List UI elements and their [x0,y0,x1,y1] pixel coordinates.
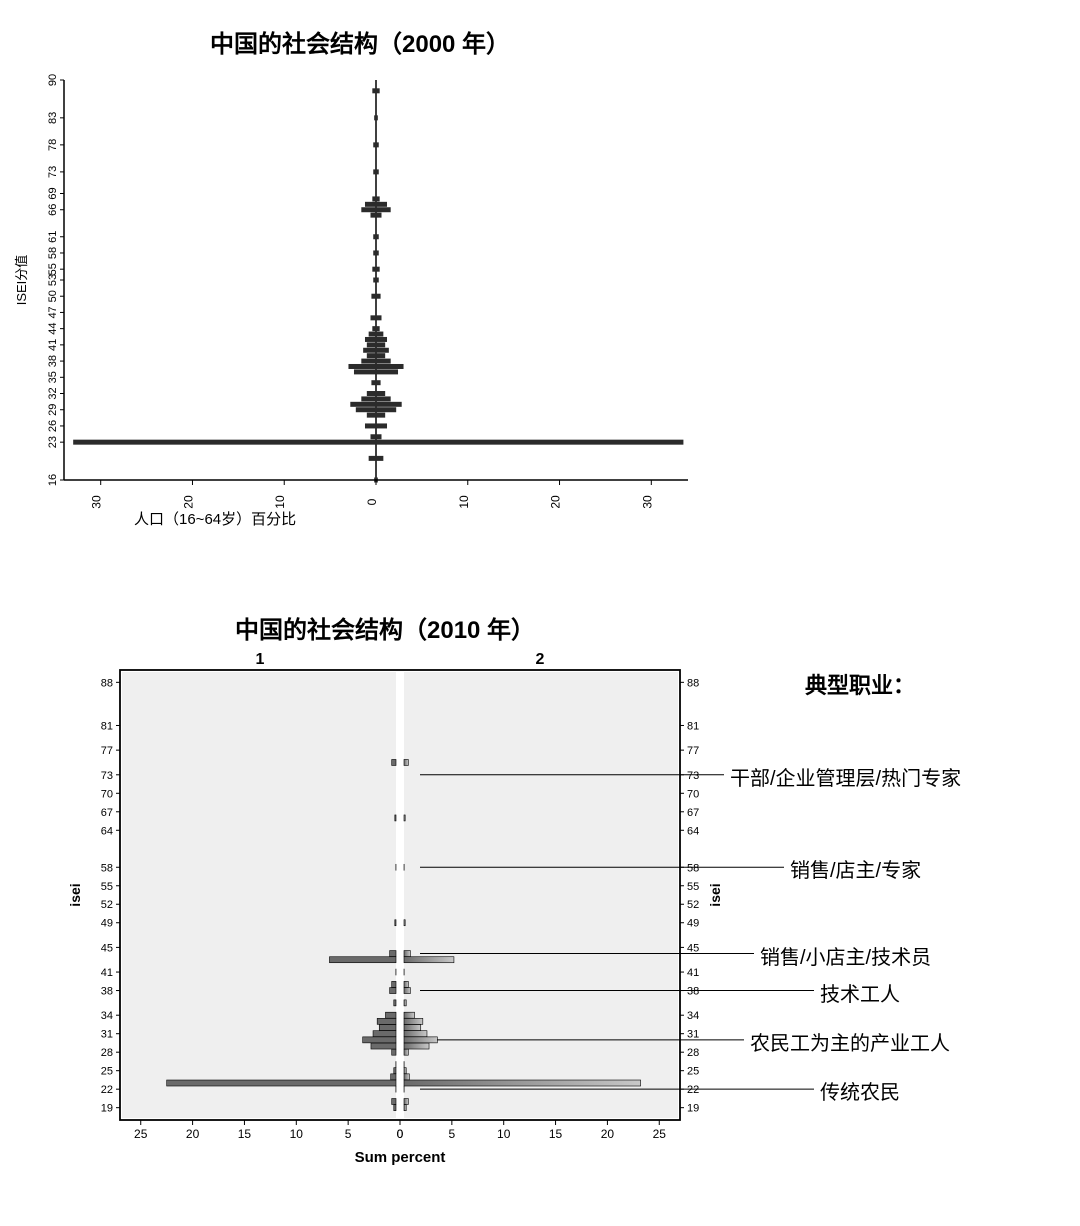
svg-text:32: 32 [47,387,59,399]
svg-text:20: 20 [601,1127,615,1141]
svg-text:30: 30 [90,495,104,509]
svg-text:10: 10 [273,495,287,509]
chart2: 1 2 19 19 22 22 25 25 28 28 31 31 34 34 38 38 41 41 45 45 49… [50,650,810,1210]
svg-text:50: 50 [47,290,59,302]
svg-text:20: 20 [186,1127,200,1141]
page: 中国的社会结构（2000 年） 162326293235384144475053… [0,0,1080,1226]
svg-text:52: 52 [101,899,113,911]
svg-text:22: 22 [101,1084,113,1096]
svg-text:1: 1 [256,651,265,668]
svg-text:81: 81 [101,720,113,732]
svg-text:23: 23 [47,436,59,448]
svg-text:73: 73 [687,770,699,782]
svg-text:34: 34 [687,1010,699,1022]
svg-text:90: 90 [47,74,59,86]
svg-text:25: 25 [687,1066,699,1078]
svg-text:41: 41 [47,339,59,351]
svg-text:35: 35 [47,371,59,383]
svg-text:64: 64 [687,825,699,837]
annotation-header: 典型职业： [805,668,915,700]
svg-text:45: 45 [687,942,699,954]
svg-text:67: 67 [101,807,113,819]
chart2-title: 中国的社会结构（2010 年） [235,610,535,645]
svg-text:38: 38 [47,355,59,367]
svg-text:ISEI分值: ISEI分值 [14,255,29,306]
annotation-item: 干部/企业管理层/热门专家 [730,762,961,791]
svg-text:人口（16~64岁）百分比: 人口（16~64岁）百分比 [134,511,296,528]
svg-text:25: 25 [101,1066,113,1078]
chart1-title: 中国的社会结构（2000 年） [210,24,510,59]
svg-text:58: 58 [687,862,699,874]
svg-text:31: 31 [101,1029,113,1041]
svg-text:70: 70 [101,788,113,800]
svg-text:81: 81 [687,720,699,732]
svg-text:88: 88 [687,677,699,689]
svg-text:44: 44 [47,323,59,335]
svg-text:19: 19 [687,1103,699,1115]
svg-text:64: 64 [101,825,113,837]
svg-text:49: 49 [687,918,699,930]
svg-text:83: 83 [47,112,59,124]
svg-text:28: 28 [101,1047,113,1059]
svg-text:55: 55 [687,881,699,893]
annotation-item: 技术工人 [820,978,900,1007]
svg-text:38: 38 [687,986,699,998]
svg-text:88: 88 [101,677,113,689]
svg-text:2: 2 [536,651,545,668]
svg-text:38: 38 [101,986,113,998]
svg-text:73: 73 [101,770,113,782]
svg-text:25: 25 [653,1127,667,1141]
svg-text:67: 67 [687,807,699,819]
svg-text:26: 26 [47,420,59,432]
svg-text:Sum percent: Sum percent [355,1149,446,1166]
annotation-item: 销售/店主/专家 [790,854,921,883]
svg-text:47: 47 [47,306,59,318]
svg-text:5: 5 [345,1127,352,1141]
svg-text:0: 0 [365,498,379,505]
svg-text:10: 10 [497,1127,511,1141]
svg-text:10: 10 [290,1127,304,1141]
svg-text:77: 77 [687,745,699,757]
svg-text:15: 15 [549,1127,563,1141]
svg-text:29: 29 [47,404,59,416]
svg-text:70: 70 [687,788,699,800]
svg-text:78: 78 [47,139,59,151]
svg-text:0: 0 [397,1127,404,1141]
svg-text:15: 15 [238,1127,252,1141]
svg-text:58: 58 [101,862,113,874]
svg-text:isei: isei [707,883,723,906]
svg-text:31: 31 [687,1029,699,1041]
svg-text:22: 22 [687,1084,699,1096]
svg-text:19: 19 [101,1103,113,1115]
svg-text:10: 10 [457,495,471,509]
svg-text:77: 77 [101,745,113,757]
svg-text:16: 16 [47,474,59,486]
svg-text:61: 61 [47,231,59,243]
annotation-item: 农民工为主的产业工人 [750,1027,950,1056]
svg-text:66: 66 [47,204,59,216]
svg-text:52: 52 [687,899,699,911]
svg-text:73: 73 [47,166,59,178]
svg-text:20: 20 [181,495,195,509]
svg-text:41: 41 [101,967,113,979]
svg-text:41: 41 [687,967,699,979]
svg-text:49: 49 [101,918,113,930]
annotation-item: 销售/小店主/技术员 [760,941,931,970]
svg-text:5: 5 [449,1127,456,1141]
chart1: 1623262932353841444750535558616669737883… [0,60,740,560]
svg-text:30: 30 [640,495,654,509]
svg-text:45: 45 [101,942,113,954]
svg-text:55: 55 [101,881,113,893]
svg-text:25: 25 [134,1127,148,1141]
svg-text:69: 69 [47,187,59,199]
svg-text:55: 55 [47,263,59,275]
svg-text:28: 28 [687,1047,699,1059]
svg-text:34: 34 [101,1010,113,1022]
svg-text:20: 20 [549,495,563,509]
svg-text:58: 58 [47,247,59,259]
annotation-item: 传统农民 [820,1076,900,1105]
svg-text:isei: isei [67,883,83,906]
